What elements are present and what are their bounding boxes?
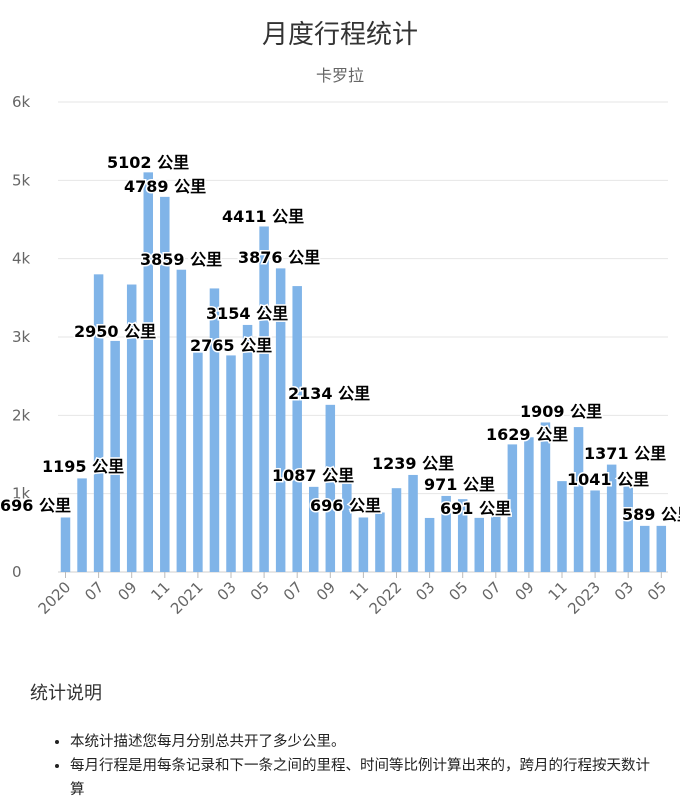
x-tick-label: 03 [611, 578, 637, 604]
bar [590, 490, 600, 572]
data-label: 1371 公里 [584, 444, 666, 463]
x-tick-label: 09 [511, 578, 537, 604]
x-tick-label: 05 [445, 578, 471, 604]
data-label: 1087 公里 [272, 466, 354, 485]
bar [441, 495, 451, 572]
x-tick-label: 07 [478, 578, 504, 604]
data-label: 589 公里 [622, 505, 680, 524]
x-tick-label: 2022 [366, 578, 406, 618]
data-label: 971 公里 [424, 475, 495, 494]
data-label: 4411 公里 [222, 207, 304, 226]
bar [342, 481, 352, 572]
bar [143, 172, 153, 573]
bar [606, 464, 617, 572]
bar [491, 513, 501, 572]
bar [640, 525, 650, 572]
data-label: 2134 公里 [288, 384, 370, 403]
y-tick-label: 0 [12, 563, 22, 581]
bar [375, 512, 385, 572]
data-label: 696 公里 [310, 496, 381, 515]
x-tick-label: 11 [346, 578, 372, 604]
chart-subtitle: 卡罗拉 [315, 66, 364, 85]
x-tick-label: 09 [114, 578, 140, 604]
notes-list: 本统计描述您每月分别总共开了多少公里。 每月行程是用每条记录和下一条之间的里程、… [50, 730, 660, 802]
data-label: 696 公里 [0, 496, 71, 515]
x-tick-label: 2020 [35, 578, 75, 618]
y-tick-label: 6k [12, 93, 31, 111]
bar [292, 286, 302, 572]
x-tick-label: 05 [247, 578, 273, 604]
bar [275, 268, 286, 572]
y-tick-label: 1k [12, 485, 31, 503]
bar [259, 226, 269, 572]
x-tick-label: 2023 [564, 578, 604, 618]
x-tick-label: 09 [313, 578, 339, 604]
data-label: 3859 公里 [140, 250, 222, 269]
bar [358, 517, 369, 572]
bar [126, 284, 137, 572]
bar [391, 488, 402, 572]
data-label: 2765 公里 [190, 336, 272, 355]
bar [424, 517, 435, 572]
data-label: 1909 公里 [520, 402, 602, 421]
data-label: 1195 公里 [42, 457, 124, 476]
bar [507, 444, 518, 572]
data-label: 2950 公里 [74, 322, 156, 341]
x-tick-label: 03 [214, 578, 240, 604]
data-label: 1629 公里 [486, 425, 568, 444]
notes-item: 每月行程是用每条记录和下一条之间的里程、时间等比例计算出来的，跨月的行程按天数计… [70, 754, 660, 802]
bar [457, 499, 468, 572]
bar [110, 340, 120, 572]
data-label: 1041 公里 [567, 470, 649, 489]
x-tick-label: 11 [545, 578, 571, 604]
x-tick-label: 2021 [167, 578, 207, 618]
x-tick-label: 11 [147, 578, 173, 604]
bar [226, 355, 236, 572]
data-label: 1239 公里 [372, 454, 454, 473]
bar [325, 404, 336, 572]
bar [573, 427, 584, 572]
data-label: 4789 公里 [124, 177, 206, 196]
bar [193, 352, 203, 572]
bar [524, 437, 534, 572]
bar [60, 517, 71, 572]
bar [309, 486, 319, 572]
notes-title: 统计说明 [30, 683, 102, 704]
bar [557, 481, 567, 572]
y-tick-label: 2k [12, 406, 31, 424]
bar [656, 525, 667, 572]
x-tick-label: 03 [412, 578, 438, 604]
x-tick-label: 05 [644, 578, 670, 604]
data-label: 5102 公里 [107, 153, 189, 172]
y-tick-label: 4k [12, 250, 31, 268]
bar [408, 474, 418, 572]
bar [540, 422, 551, 572]
bar [93, 274, 104, 572]
y-tick-label: 5k [12, 171, 31, 189]
bar [77, 478, 87, 572]
chart-title: 月度行程统计 [261, 20, 418, 50]
bar [623, 486, 633, 572]
y-tick-label: 3k [12, 328, 31, 346]
data-label: 691 公里 [440, 499, 511, 518]
bar [209, 288, 220, 572]
bar [176, 269, 187, 572]
x-tick-label: 07 [280, 578, 306, 604]
data-label: 3154 公里 [206, 304, 288, 323]
notes-item: 本统计描述您每月分别总共开了多少公里。 [70, 730, 660, 754]
bar [160, 196, 170, 572]
bar [474, 517, 484, 572]
x-tick-label: 07 [81, 578, 107, 604]
data-label: 3876 公里 [238, 248, 320, 267]
bar [242, 324, 253, 572]
